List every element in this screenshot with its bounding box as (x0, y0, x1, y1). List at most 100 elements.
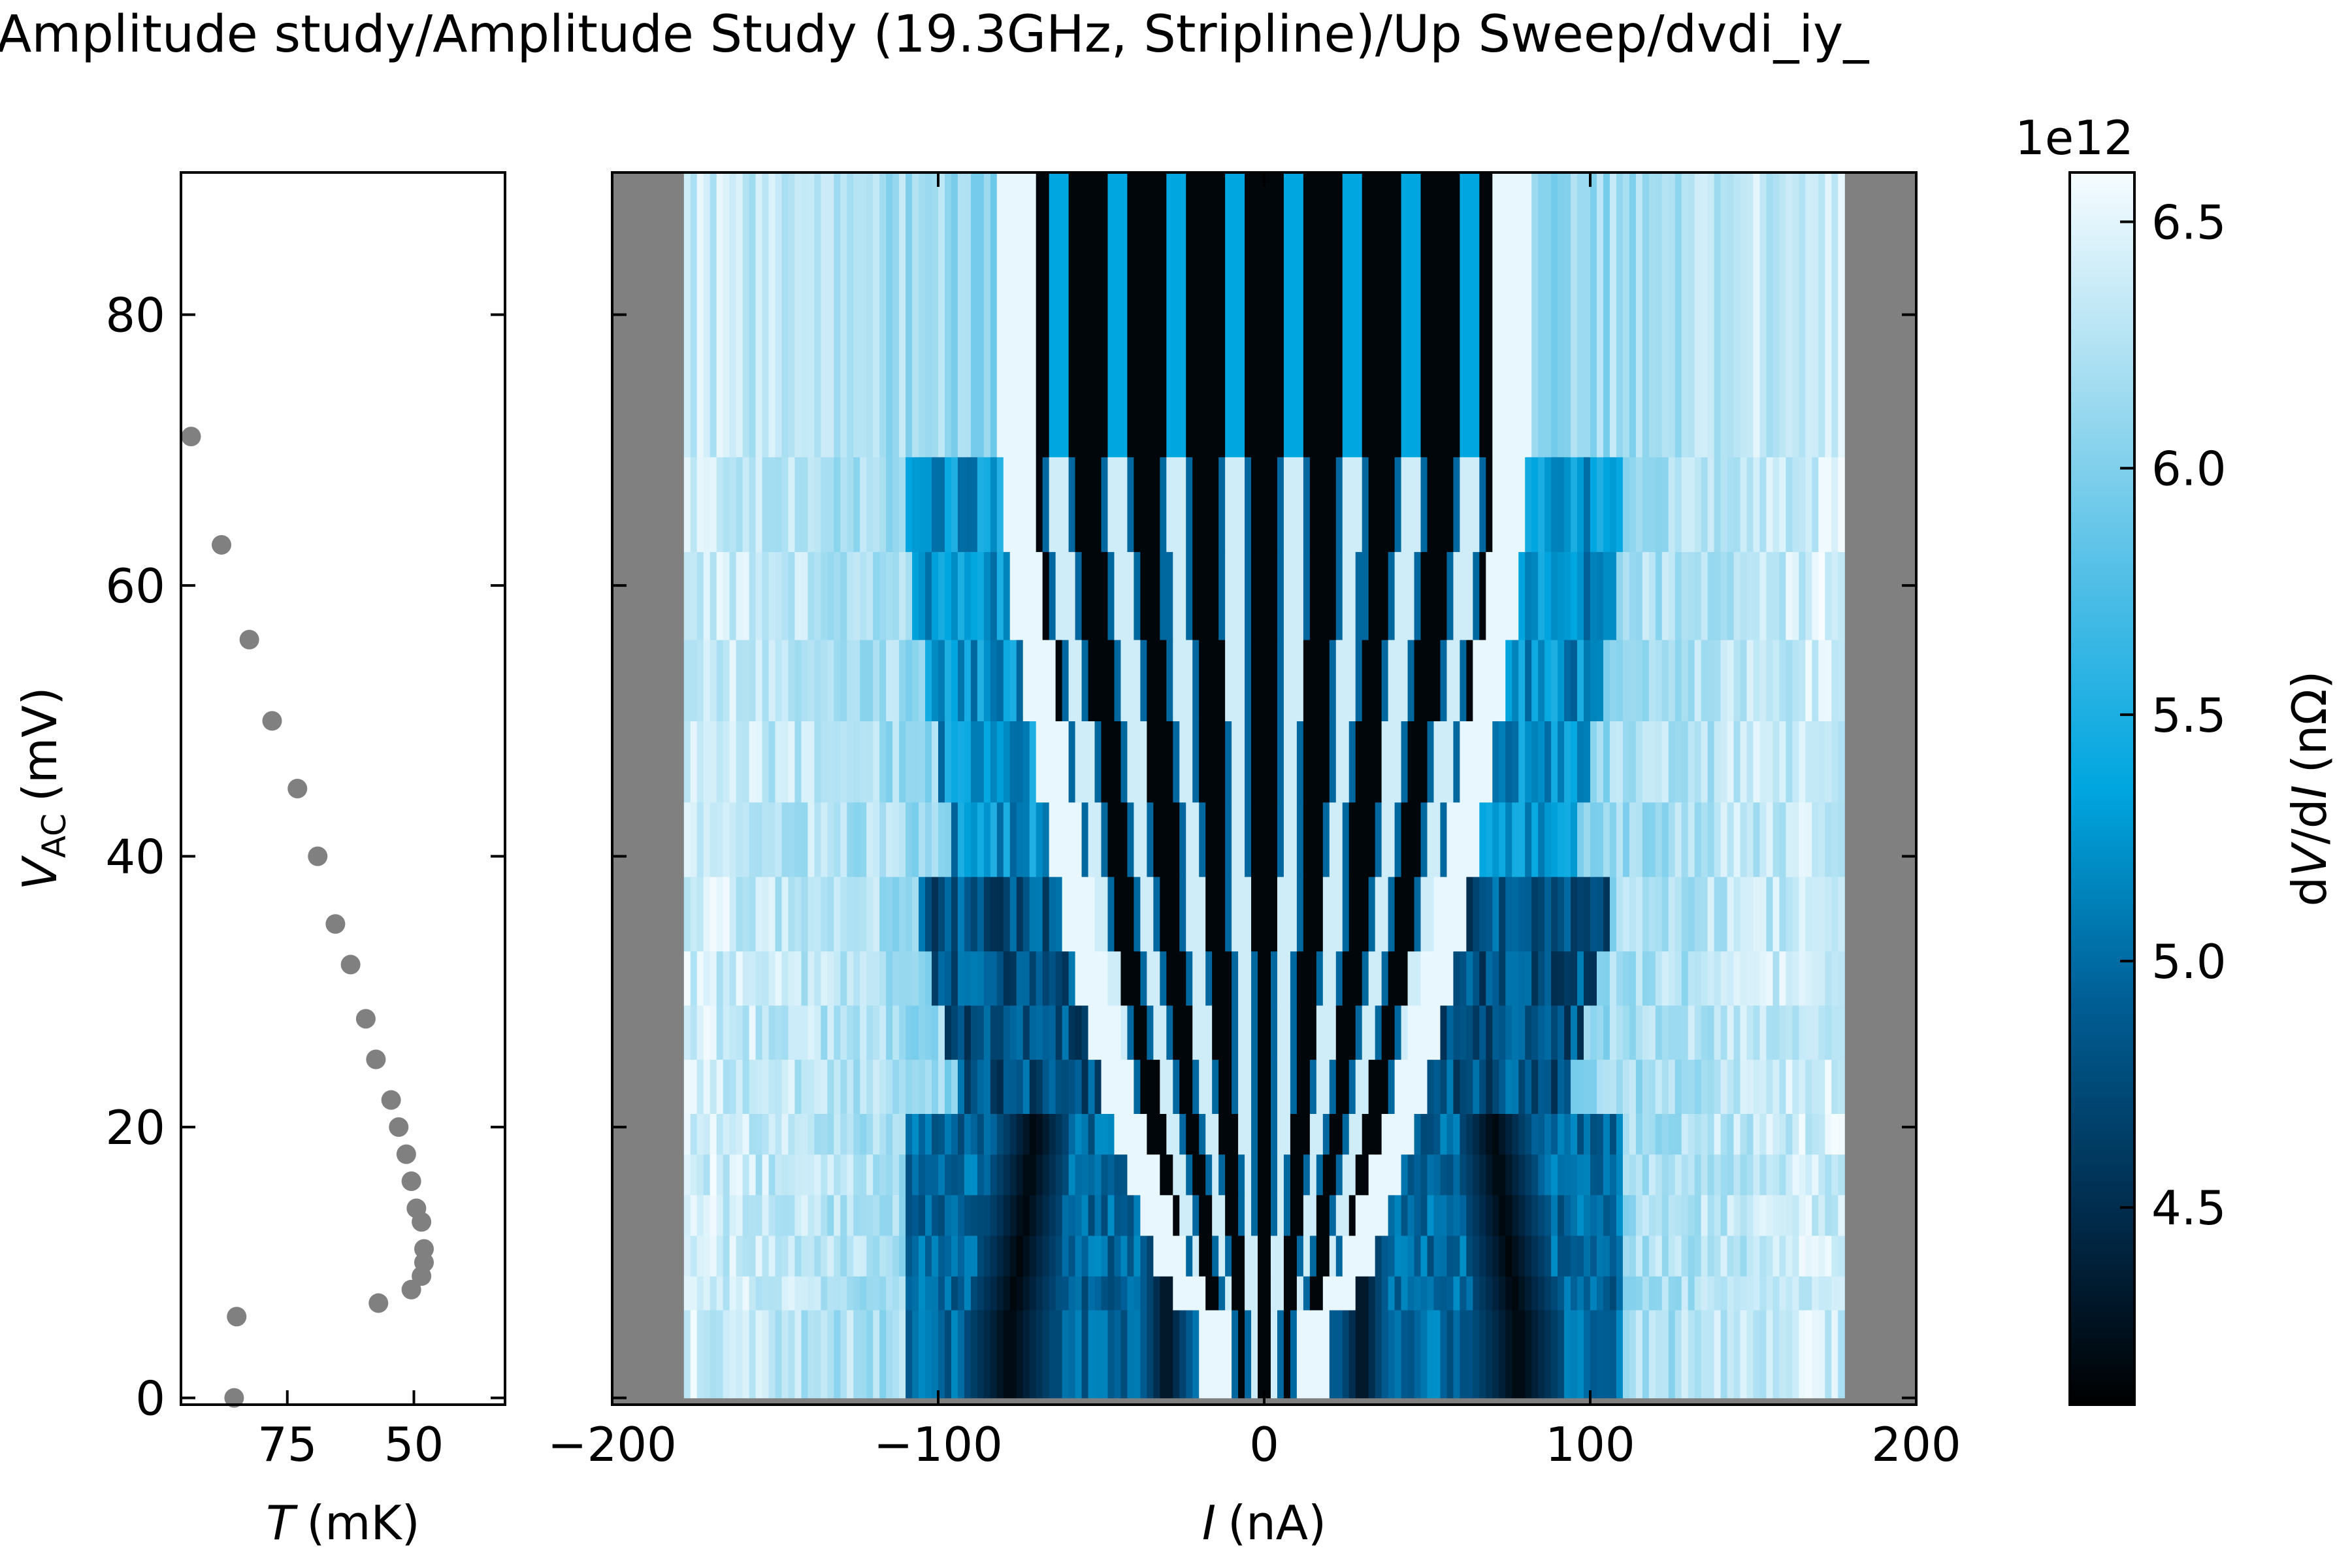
heatmap-cell (1577, 1059, 1584, 1115)
heatmap-cell (781, 1005, 789, 1060)
heatmap-cell (1029, 1309, 1037, 1399)
heatmap-cell (1499, 172, 1506, 457)
heatmap-cell (899, 1005, 906, 1060)
heatmap-cell (1238, 1235, 1245, 1277)
heatmap-cell (1388, 551, 1396, 640)
heatmap-cell (1433, 1005, 1441, 1060)
heatmap-cell (1173, 1059, 1180, 1115)
heatmap-cell (1022, 1235, 1030, 1277)
heatmap-cell (1440, 551, 1448, 640)
heatmap-cell (1127, 951, 1134, 1006)
heatmap-cell (801, 1113, 808, 1155)
heatmap-cell (1694, 1113, 1702, 1155)
heatmap-cell (1505, 1194, 1512, 1236)
heatmap-cell (1531, 551, 1539, 640)
heatmap-cell (1342, 640, 1350, 721)
heatmap-cell (879, 721, 887, 803)
heatmap-cell (1688, 1005, 1695, 1060)
heatmap-cell (1062, 1154, 1070, 1196)
heatmap-cell (983, 1113, 991, 1155)
heatmap-cell (1166, 1005, 1173, 1060)
heatmap-cell (1277, 876, 1284, 952)
heatmap-cell (1003, 1194, 1011, 1236)
heatmap-cell (1160, 1309, 1167, 1399)
heatmap-cell (814, 457, 821, 552)
heatmap-cell (1440, 1005, 1448, 1060)
heatmap-cell (1283, 1154, 1291, 1196)
heatmap-cell (899, 1309, 906, 1399)
heatmap-cell (690, 1154, 698, 1196)
heatmap-cell (1818, 172, 1825, 457)
heatmap-cell (1838, 551, 1845, 640)
heatmap-cell (1186, 1113, 1193, 1155)
scatter-y-tick-label: 40 (105, 830, 165, 885)
heatmap-cell (1179, 551, 1186, 640)
heatmap-cell (1681, 551, 1689, 640)
heatmap-cell (1153, 172, 1160, 457)
heatmap-cell (1107, 457, 1115, 552)
heatmap-cell (1577, 1154, 1584, 1196)
heatmap-cell (1733, 1309, 1741, 1399)
heatmap-cell (801, 721, 808, 803)
heatmap-cell (1348, 172, 1356, 457)
heatmap-cell (1309, 1059, 1317, 1115)
heatmap-cell (1740, 1005, 1748, 1060)
heatmap-cell (1648, 1059, 1656, 1115)
heatmap-cell (1753, 1113, 1761, 1155)
heatmap-cell (788, 457, 796, 552)
heatmap-cell (1127, 802, 1134, 877)
heatmap-cell (1107, 1309, 1115, 1399)
heatmap-cell (1648, 721, 1656, 803)
heatmap-cell (951, 1276, 958, 1311)
heatmap-cell (1792, 1235, 1799, 1277)
heatmap-cell (768, 802, 776, 877)
heatmap-cell (990, 1194, 998, 1236)
heatmap-cell (1584, 721, 1591, 803)
heatmap-cell (1499, 876, 1506, 952)
heatmap-cell (1335, 172, 1343, 457)
heatmap-cell (1492, 1276, 1499, 1311)
heatmap-cell (1022, 551, 1030, 640)
heatmap-cell (1153, 1154, 1160, 1196)
heatmap-cell (821, 1276, 828, 1311)
heatmap-cell (742, 551, 750, 640)
heatmap-cell (1140, 1235, 1147, 1277)
heatmap-cell (788, 172, 796, 457)
heatmap-cell (906, 721, 913, 803)
heatmap-cell (1316, 1005, 1324, 1060)
y-sub: AC (35, 813, 73, 858)
heatmap-cell (1525, 721, 1532, 803)
heatmap-cell (996, 876, 1004, 952)
heatmap-cell (1192, 1194, 1200, 1236)
heatmap-cell (1799, 1059, 1806, 1115)
heatmap-cell (1062, 640, 1070, 721)
heatmap-cell (1062, 721, 1070, 803)
heatmap-cell (749, 876, 757, 952)
heatmap-cell (1199, 1005, 1206, 1060)
heatmap-cell (1420, 640, 1428, 721)
heatmap-cell (879, 951, 887, 1006)
heatmap-cell (801, 1059, 808, 1115)
heatmap-cell (944, 1194, 952, 1236)
heatmap-cell (1486, 721, 1493, 803)
heatmap-cell (716, 721, 724, 803)
heatmap-cell (1805, 1309, 1812, 1399)
heatmap-cell (1381, 951, 1389, 1006)
heatmap-cell (1368, 1309, 1376, 1399)
heatmap-cell (1825, 172, 1832, 457)
heatmap-cell (1029, 721, 1037, 803)
heatmap-cell (1322, 951, 1330, 1006)
heatmap-cell (1799, 876, 1806, 952)
heatmap-cell (1042, 1005, 1050, 1060)
heatmap-cell (1407, 457, 1415, 552)
heatmap-cell (1486, 172, 1493, 457)
heatmap-cell (1812, 802, 1819, 877)
heatmap-cell (1218, 1113, 1226, 1155)
heatmap-cell (977, 457, 985, 552)
heatmap-cell (808, 172, 815, 457)
heatmap-cell (814, 721, 821, 803)
heatmap-cell (840, 1194, 847, 1236)
heatmap-cell (1036, 876, 1043, 952)
heatmap-cell (1531, 951, 1539, 1006)
heatmap-cell (1818, 1276, 1825, 1311)
